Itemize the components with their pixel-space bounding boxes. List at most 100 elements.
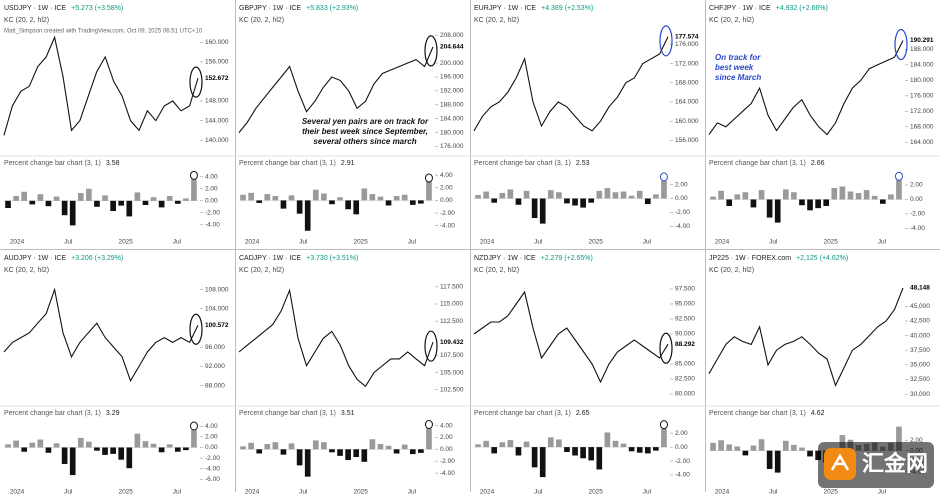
panel-title: EURJPY · 1W · ICE xyxy=(474,5,536,12)
bar xyxy=(118,447,125,460)
y-tick-label: 168.000 xyxy=(910,123,934,130)
bar xyxy=(53,196,60,201)
y-tick-label: 80.000 xyxy=(675,391,695,398)
x-tick-label: 2024 xyxy=(480,489,495,496)
y-tick-label: 184.000 xyxy=(440,115,464,122)
price-line xyxy=(3,35,199,136)
bar xyxy=(37,439,44,448)
y-tick-label: 4.00 xyxy=(440,422,453,429)
bar xyxy=(272,442,279,450)
bar xyxy=(5,200,11,208)
y-tick-label: -2.00 xyxy=(675,458,690,465)
bar xyxy=(264,443,271,450)
bar xyxy=(77,437,84,448)
highlight-ellipse xyxy=(894,28,908,61)
price-line xyxy=(708,287,904,387)
y-tick-label: -4.00 xyxy=(205,465,220,472)
price-line xyxy=(708,40,904,136)
bar xyxy=(345,449,351,461)
bar xyxy=(174,200,181,204)
x-tick-label: 2025 xyxy=(118,239,133,246)
bar xyxy=(523,190,530,199)
bar xyxy=(531,198,538,219)
bar xyxy=(288,195,295,201)
bar xyxy=(628,447,635,452)
bar xyxy=(636,190,643,199)
bar xyxy=(166,196,173,201)
bar xyxy=(863,190,870,200)
bar xyxy=(53,443,60,448)
bar xyxy=(483,440,489,448)
y-tick-label: 32,500 xyxy=(910,376,930,383)
bar xyxy=(280,449,287,455)
highlight-ellipse xyxy=(189,313,203,345)
bar xyxy=(102,195,108,201)
indicator-title: Percent change bar chart (3, 1) xyxy=(4,410,101,417)
bar xyxy=(499,192,506,199)
indicator-title: Percent change bar chart (3, 1) xyxy=(474,410,571,417)
price-line xyxy=(473,36,669,132)
bar xyxy=(475,195,481,199)
y-tick-label: 104.000 xyxy=(205,306,229,313)
indicator-label: KC (20, 2, hl2) xyxy=(709,17,754,24)
bar xyxy=(580,447,586,459)
y-tick-label: 156.000 xyxy=(675,137,699,144)
y-tick-label: -2.00 xyxy=(910,211,925,218)
y-tick-label: 85.000 xyxy=(675,361,695,368)
bar xyxy=(831,187,838,200)
bar xyxy=(377,443,384,450)
x-tick-label: 2024 xyxy=(715,489,730,496)
x-tick-label: 2025 xyxy=(353,489,368,496)
bar xyxy=(556,192,562,199)
price-change: +2.279 (+2.65%) xyxy=(541,255,593,262)
bar xyxy=(418,449,424,453)
x-tick-label: Jul xyxy=(878,239,887,246)
bar xyxy=(499,442,506,448)
bar xyxy=(150,443,157,448)
bar xyxy=(409,449,416,455)
x-tick-label: 2024 xyxy=(715,239,730,246)
bar xyxy=(661,428,667,448)
price-change: +4.932 (+2.66%) xyxy=(776,5,828,12)
indicator-value: 2.65 xyxy=(576,410,590,417)
price-change: +3.206 (+3.29%) xyxy=(71,255,123,262)
bar xyxy=(426,428,432,450)
bar xyxy=(337,197,343,201)
bar xyxy=(353,200,360,215)
panel-title: CADJPY · 1W · ICE xyxy=(239,255,301,262)
bar xyxy=(191,430,197,448)
y-tick-label: 35,000 xyxy=(910,362,930,369)
indicator-title: Percent change bar chart (3, 1) xyxy=(709,410,806,417)
y-tick-label: 82.500 xyxy=(675,376,695,383)
bar xyxy=(426,182,432,201)
bar xyxy=(401,444,408,450)
bar xyxy=(110,447,116,454)
x-tick-label: Jul xyxy=(408,489,417,496)
bar xyxy=(572,198,578,206)
bar xyxy=(523,441,530,448)
x-tick-label: Jul xyxy=(769,239,778,246)
last-price-label: 177.574 xyxy=(675,34,699,41)
y-tick-label: 108.000 xyxy=(205,286,229,293)
indicator-label: KC (20, 2, hl2) xyxy=(239,17,284,24)
y-tick-label: 92.500 xyxy=(675,316,695,323)
y-tick-label: 4.00 xyxy=(205,423,218,430)
x-tick-label: 2025 xyxy=(118,489,133,496)
bar xyxy=(126,447,133,469)
y-tick-label: 92.000 xyxy=(205,363,225,370)
x-tick-label: Jul xyxy=(64,489,73,496)
bar xyxy=(361,188,368,201)
bar xyxy=(240,194,246,201)
bar xyxy=(782,189,789,200)
bar xyxy=(742,192,749,200)
last-price-label: 152.672 xyxy=(205,75,229,82)
y-tick-label: 192.000 xyxy=(440,88,464,95)
bar xyxy=(166,444,173,448)
y-tick-label: -2.00 xyxy=(675,209,690,216)
bar xyxy=(766,199,773,218)
bar xyxy=(86,188,92,201)
bar xyxy=(69,447,76,476)
bar xyxy=(475,444,481,448)
panel-title: GBPJPY · 1W · ICE xyxy=(239,5,301,12)
